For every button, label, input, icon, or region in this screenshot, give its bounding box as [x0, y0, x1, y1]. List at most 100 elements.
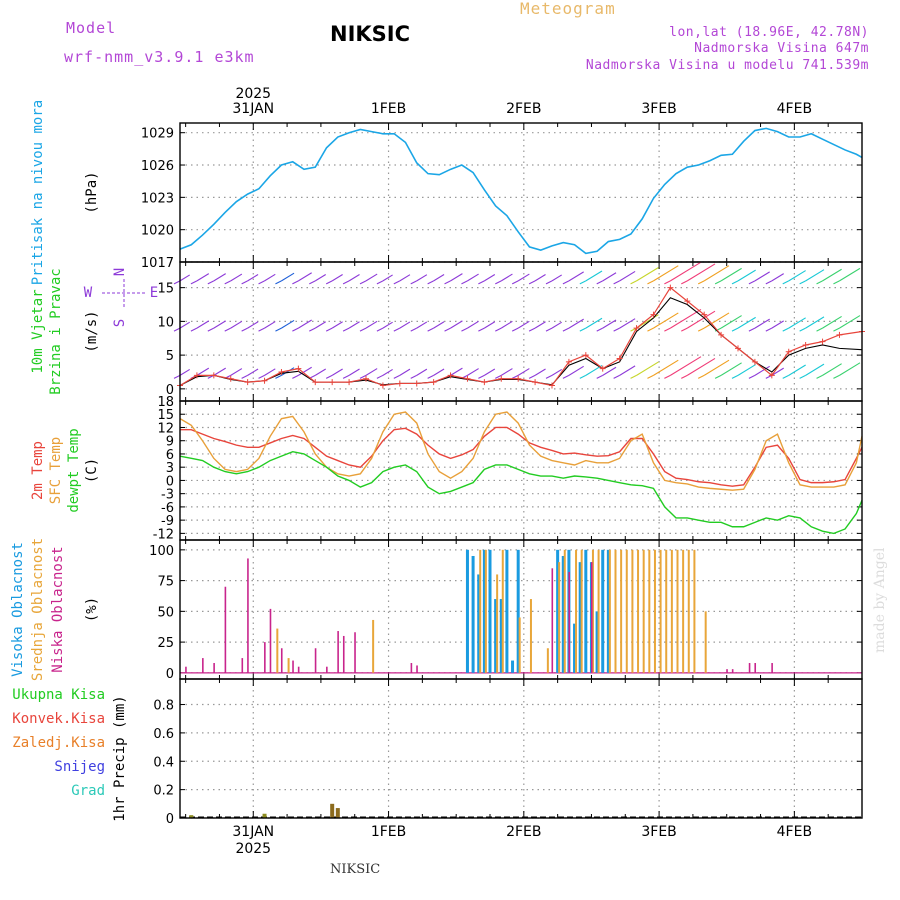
pressure-ylabel-0: Pritisak na nivou mora [30, 100, 46, 285]
wind-barb-tail [613, 327, 620, 332]
wind-barb [247, 274, 259, 282]
wind-barb [433, 321, 445, 329]
wind-barb-tail [427, 327, 434, 332]
wind-barb-tail [748, 280, 756, 285]
wind-barb-tail [647, 280, 654, 285]
wind-barb [686, 357, 716, 376]
wind-barb-tail [782, 280, 789, 285]
wind-barb [602, 319, 617, 329]
wind-barb [230, 320, 243, 329]
wind-gust-marker [735, 345, 741, 352]
wind-barb [213, 320, 226, 329]
wind-barb-tail [714, 374, 722, 379]
cloud-low-bar [297, 666, 300, 673]
model-name: wrf-nmm_v3.9.1 e3km [64, 48, 255, 66]
wind-gust-marker [193, 372, 200, 379]
wind-barb [737, 269, 756, 282]
wind-barb-tail [613, 280, 620, 285]
wind-barb-tail [495, 374, 502, 379]
wind-barb-tail [647, 327, 654, 332]
wind-barb-tail [630, 374, 637, 379]
wind-barb-tail [697, 327, 705, 332]
precip-ytick-label: 0.8 [153, 699, 174, 714]
wind-barb [534, 274, 546, 282]
wind-barb [703, 265, 730, 282]
compass-west-label: W [84, 285, 93, 301]
cloud-ytick-label: 75 [157, 575, 174, 590]
wind-barb-tail [258, 327, 265, 332]
wind-barb-tail [325, 374, 333, 379]
wind-barb [720, 267, 742, 282]
temperature-ytick-label: 6 [166, 448, 174, 463]
cloud-high-bar [511, 660, 515, 673]
wind-barb [670, 308, 702, 329]
wind-gust-marker [413, 380, 420, 387]
wind-barb [484, 368, 496, 376]
cloud-high-bar [494, 599, 498, 673]
wind-barb-tail [714, 280, 722, 285]
wind-gust-marker [701, 311, 708, 318]
wind-barb [264, 368, 276, 376]
wind-gust-marker [532, 379, 539, 386]
cloud-low-bar [551, 568, 554, 673]
wind-barb [484, 321, 496, 329]
wind-gust-marker [396, 380, 403, 387]
wind-barb [382, 274, 393, 282]
temperature-ytick-label: -3 [161, 488, 174, 503]
wind-barb-tail [748, 374, 756, 379]
wind-gust-marker [684, 298, 691, 305]
wind-gust-marker [565, 358, 572, 365]
page-title: NIKSIC [330, 22, 411, 46]
wind-barb-tail [630, 280, 637, 285]
wind-barb-tail [765, 280, 773, 285]
wind-barb-tail [292, 374, 299, 379]
wind-barb-tail [359, 374, 367, 379]
wind-barb [281, 272, 295, 282]
wind-barb-tail [224, 280, 231, 285]
cloud-high-bar [465, 549, 469, 673]
temperature-ytick-label: 9 [166, 435, 174, 450]
wind-barb [281, 319, 295, 329]
bottom-date-label-4FEB: 4FEB [777, 824, 812, 840]
wind-barb-tail [309, 327, 316, 332]
cloud-mid-bar [665, 549, 668, 673]
cloud-low-bar [241, 658, 244, 673]
wind-barb [670, 261, 702, 282]
cloud-ytick-label: 100 [149, 544, 174, 559]
temperature-ytick-label: -9 [161, 514, 174, 529]
wind-barb-tail [495, 327, 502, 332]
lonlat-label: lon,lat (18.96E, 42.78N) [669, 25, 869, 40]
cloud-unit-label: (%) [84, 597, 100, 622]
cloud-low-bar [326, 666, 328, 673]
wind-barb-tail [359, 280, 367, 285]
precip-legend-1: Konvek.Kisa [12, 711, 105, 727]
wind-barb-tail [309, 280, 316, 285]
cloud-ylabel-2: Niska Oblacnost [50, 546, 66, 672]
wind-barb-tail [258, 374, 265, 379]
wind-gust-marker [599, 365, 606, 372]
compass-cross-icon [102, 279, 146, 307]
wind-barb-tail [681, 374, 688, 379]
wind-barb [839, 362, 861, 376]
wind-barb-tail [478, 374, 485, 379]
wind-gust-marker [498, 375, 505, 382]
wind-barb [754, 365, 770, 376]
wind-barb [517, 368, 530, 376]
temp-series-temp2m [180, 426, 863, 487]
wind-barb-tail [799, 374, 806, 379]
pressure-ytick-label: 1026 [141, 159, 174, 174]
cloud-low-bar [213, 663, 215, 673]
wind-barb-tail [731, 327, 739, 332]
wind-barb-tail [410, 327, 417, 332]
cloud-low-bar [292, 660, 294, 673]
wind-barb [771, 273, 784, 282]
wind-barb [230, 273, 243, 282]
wind-barb-tail [173, 374, 181, 379]
wind-barb [720, 362, 742, 376]
wind-barb [331, 321, 343, 329]
wind-barb [805, 363, 825, 376]
compass-north-label: N [112, 268, 128, 276]
meteogram-title: Meteogram [520, 0, 616, 18]
cloud-high-bar [595, 611, 599, 673]
cloud-mid-bar [608, 549, 611, 673]
